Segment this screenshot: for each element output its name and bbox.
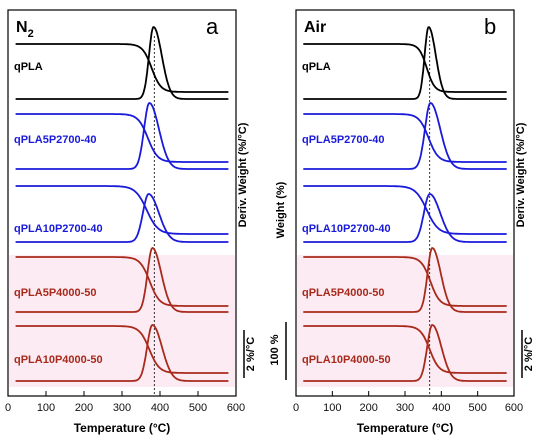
dtg-curve-2 [15, 193, 229, 243]
dtg-curve-3 [15, 247, 229, 313]
panel-letter: b [484, 14, 496, 39]
left-axis-title: Weight (%) [275, 181, 287, 238]
x-tick-label: 100 [37, 402, 55, 414]
panel-title: N2 [16, 19, 34, 40]
x-tick-label: 500 [468, 402, 486, 414]
series-label: qPLA5P4000-50 [14, 287, 97, 299]
series-label: qPLA5P4000-50 [302, 287, 385, 299]
x-tick-label: 300 [113, 402, 131, 414]
dtg-curve-1 [15, 102, 229, 170]
series-label: qPLA [14, 61, 43, 73]
series-label: qPLA10P4000-50 [302, 354, 391, 366]
dtg-curve-1 [303, 102, 507, 170]
dtg-curve-4 [15, 324, 229, 382]
x-tick-label: 300 [396, 402, 414, 414]
series-label: qPLA [302, 61, 331, 73]
right-axis-title: Deriv. Weight (%/°C) [515, 122, 527, 227]
panel-title-subscript: 2 [28, 28, 34, 40]
tg-curve-3 [15, 256, 229, 307]
panel-letter: a [206, 14, 219, 39]
x-tick-label: 0 [293, 402, 299, 414]
highlight-band [9, 255, 235, 387]
tg-curve-0 [15, 43, 229, 93]
x-tick-label: 600 [505, 402, 523, 414]
tg-curve-4 [303, 325, 507, 374]
series-label: qPLA10P2700-40 [302, 223, 391, 235]
tg-curve-2 [15, 185, 229, 235]
tg-curve-3 [303, 256, 507, 307]
tg-curve-0 [303, 43, 507, 93]
dtg-curve-0 [303, 26, 507, 100]
x-tick-label: 500 [189, 402, 207, 414]
x-tick-label: 600 [227, 402, 245, 414]
series-label: qPLA10P4000-50 [14, 354, 103, 366]
highlight-band [297, 255, 513, 387]
x-tick-label: 100 [323, 402, 341, 414]
x-tick-label: 200 [359, 402, 377, 414]
x-axis-title: Temperature (°C) [357, 421, 454, 435]
tg-curve-2 [303, 185, 507, 235]
x-tick-label: 400 [432, 402, 450, 414]
series-label: qPLA10P2700-40 [14, 223, 103, 235]
panel-title: Air [304, 19, 326, 36]
panel-b: 0 100 200 300 400 500 600 Temperature (°C) Air b q… [269, 9, 535, 435]
series-label: qPLA5P2700-40 [14, 134, 97, 146]
panel-a: 0 100 200 300 400 500 600 Temperature (°C) N2 a qP… [5, 9, 257, 435]
series-label: qPLA5P2700-40 [302, 134, 385, 146]
dtg-curve-0 [15, 26, 229, 100]
tg-curve-1 [15, 113, 229, 163]
tg-curve-1 [303, 113, 507, 163]
x-axis-title: Temperature (°C) [74, 421, 171, 435]
right-scale-bar-label: 2 %/°C [523, 337, 535, 371]
dtg-curve-2 [303, 193, 507, 243]
dtg-curve-4 [303, 324, 507, 382]
x-tick-label: 0 [5, 402, 11, 414]
right-scale-bar-label: 2 %/°C [245, 337, 257, 371]
dtg-curve-3 [303, 247, 507, 313]
x-tick-label: 200 [75, 402, 93, 414]
left-scale-bar-label: 100 % [269, 334, 281, 365]
x-tick-label: 400 [151, 402, 169, 414]
right-axis-title: Deriv. Weight (%/°C) [237, 122, 249, 227]
tg-curve-4 [15, 325, 229, 374]
